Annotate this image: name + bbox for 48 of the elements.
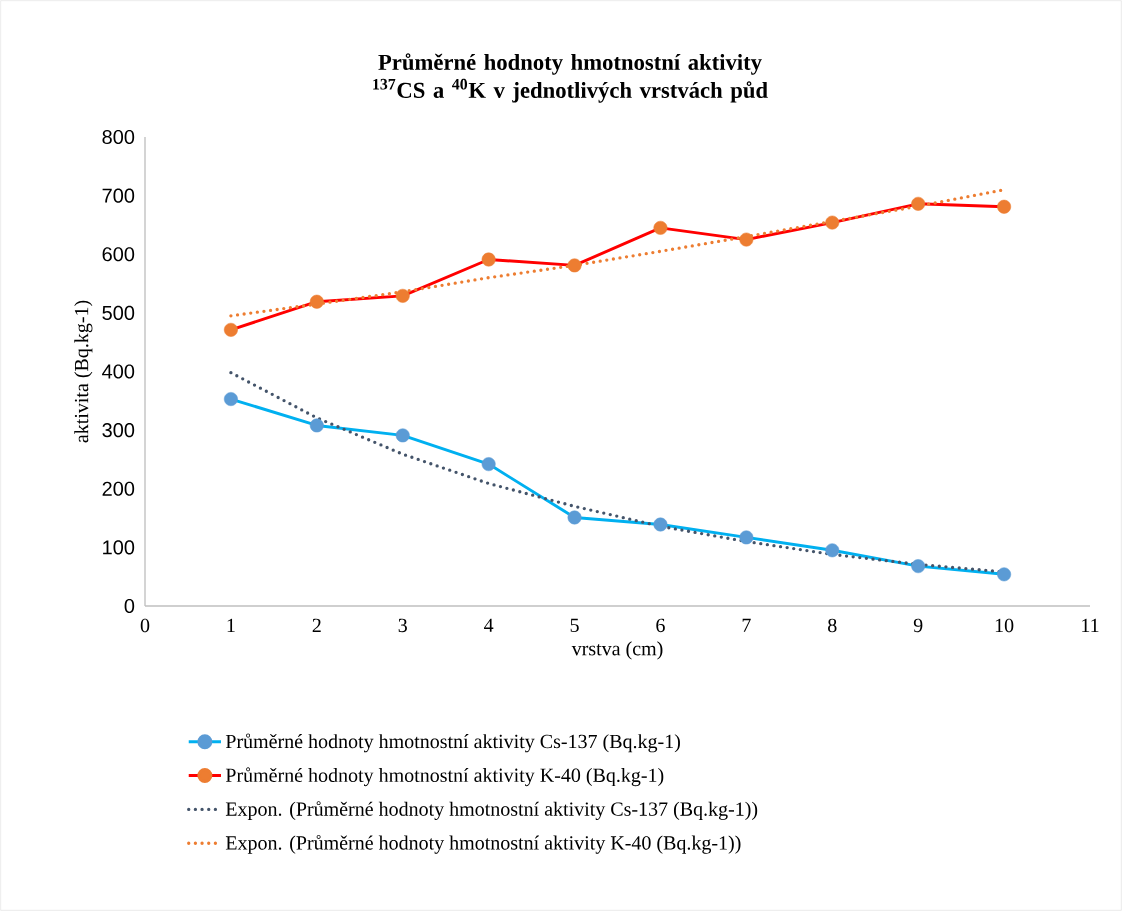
legend-label: Průměrné hodnoty hmotnostní aktivity Cs-137 (Bq.kg-1) xyxy=(225,733,680,753)
legend-label: Průměrné hodnoty hmotnostní aktivity K-40 (Bq.kg-1) xyxy=(225,767,664,787)
y-tick-label: 500 xyxy=(102,305,135,320)
y-tick-label: 400 xyxy=(102,364,135,379)
chart-title: Průměrné hodnoty hmotnostní aktivity $^{137}$CS a $^{40}$K v jednotlivých vrstvách půd xyxy=(373,53,768,103)
point xyxy=(223,322,238,337)
point xyxy=(997,199,1012,214)
x-tick-label: 7 xyxy=(742,618,751,632)
x-tick-label: 8 xyxy=(828,618,837,633)
x-tick-label: 3 xyxy=(398,618,407,633)
point xyxy=(309,418,324,433)
point xyxy=(653,220,668,235)
point xyxy=(911,559,926,574)
point xyxy=(395,288,410,303)
legend-label: Expon. (Průměrné hodnoty hmotnostní aktivity K-40 (Bq.kg-1)) xyxy=(225,834,741,854)
point xyxy=(825,543,840,558)
x-tick-label: 11 xyxy=(1082,618,1099,632)
point xyxy=(997,567,1012,582)
point xyxy=(223,392,238,406)
x-axis-title: vrstva (cm) xyxy=(571,641,663,660)
point xyxy=(395,428,410,443)
x-tick-label: 2 xyxy=(312,618,321,632)
point xyxy=(309,294,324,309)
x-tick-label: 10 xyxy=(995,618,1014,633)
point xyxy=(739,232,754,247)
point xyxy=(481,252,496,267)
x-tick-label: 9 xyxy=(913,618,923,633)
x-tick-label: 5 xyxy=(570,618,579,632)
x-tick-label: 4 xyxy=(484,618,494,632)
point xyxy=(481,457,496,472)
y-tick-label: 200 xyxy=(102,481,135,496)
y-axis-title: aktivita (Bq.kg-1) xyxy=(74,300,93,443)
point xyxy=(825,215,840,230)
point xyxy=(911,196,926,211)
y-tick-label: 100 xyxy=(103,540,135,555)
legend-label: Expon. (Průměrné hodnoty hmotnostní aktivity Cs-137 (Bq.kg-1)) xyxy=(225,801,758,820)
y-tick-label: 700 xyxy=(102,188,135,203)
point xyxy=(567,510,582,525)
x-tick-label: 1 xyxy=(227,618,235,632)
y-tick-label: 600 xyxy=(102,247,135,262)
point xyxy=(653,517,668,532)
y-tick-label: 800 xyxy=(102,129,135,145)
y-tick-label: 300 xyxy=(102,423,135,438)
point xyxy=(739,530,754,545)
x-tick-label: 6 xyxy=(656,618,665,633)
point xyxy=(567,258,582,273)
x-tick-label: 0 xyxy=(140,618,150,633)
y-tick-label: 0 xyxy=(124,598,135,614)
